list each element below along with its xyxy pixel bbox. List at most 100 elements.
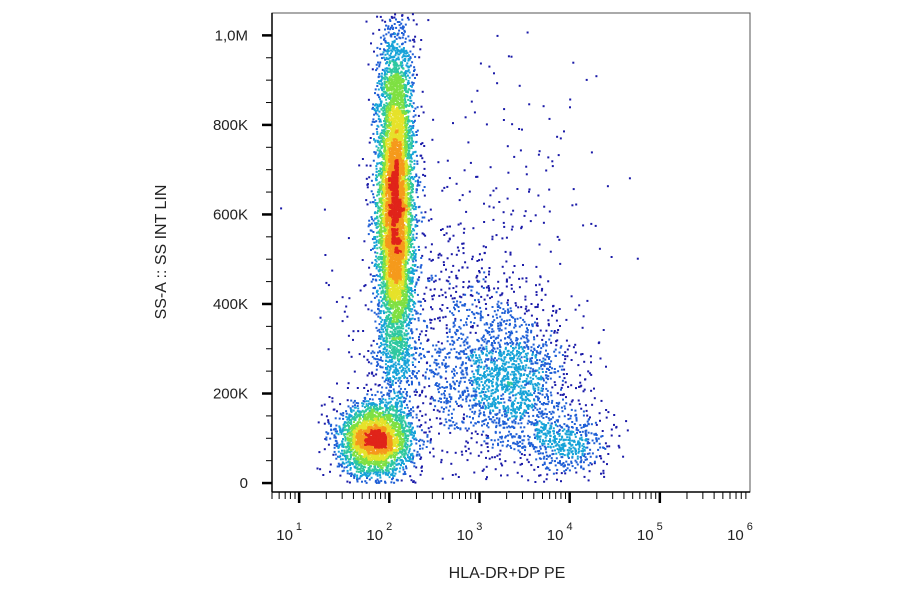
event-dot xyxy=(446,335,449,338)
event-dot xyxy=(538,371,541,374)
event-dot xyxy=(567,433,570,436)
event-dot xyxy=(433,361,436,364)
event-dot xyxy=(448,419,451,422)
event-dot xyxy=(531,362,534,365)
event-dot xyxy=(602,472,605,475)
event-dot xyxy=(567,463,569,466)
event-dot xyxy=(552,305,554,308)
event-dot xyxy=(410,380,413,383)
event-dot xyxy=(512,363,515,366)
event-dot xyxy=(406,406,409,409)
event-dot xyxy=(537,392,540,394)
event-dot xyxy=(477,366,480,369)
event-dot xyxy=(598,247,601,250)
event-dot xyxy=(379,476,382,479)
event-dot xyxy=(547,432,550,435)
event-dot xyxy=(496,367,499,370)
event-dot xyxy=(413,438,416,441)
event-dot xyxy=(580,466,583,469)
event-dot xyxy=(372,374,375,377)
event-dot xyxy=(526,329,529,331)
event-dot xyxy=(377,182,380,185)
event-dot xyxy=(492,335,495,338)
event-dot xyxy=(438,386,441,389)
event-dot xyxy=(498,351,500,354)
event-dot xyxy=(382,76,385,79)
event-dot xyxy=(384,20,387,23)
event-dot xyxy=(604,447,607,450)
event-dot xyxy=(385,332,388,335)
event-dot xyxy=(481,469,484,472)
event-dot xyxy=(388,350,391,353)
event-dot xyxy=(351,463,354,466)
event-dot xyxy=(319,468,322,471)
event-dot xyxy=(443,264,445,266)
event-dot xyxy=(518,372,521,375)
event-dot xyxy=(535,403,538,406)
event-dot xyxy=(409,125,411,128)
event-dot xyxy=(345,305,348,308)
event-dot xyxy=(404,423,407,426)
event-dot xyxy=(511,415,514,418)
event-dot xyxy=(574,343,577,346)
event-dot xyxy=(391,398,394,401)
event-dot xyxy=(464,362,467,365)
event-dot xyxy=(415,312,418,315)
event-dot xyxy=(325,431,328,434)
event-dot xyxy=(492,358,495,361)
event-dot xyxy=(370,42,372,45)
event-dot xyxy=(488,287,490,290)
event-dot xyxy=(505,278,508,281)
event-dot xyxy=(375,205,377,208)
event-dot xyxy=(559,449,562,452)
event-dot xyxy=(409,423,412,426)
event-dot xyxy=(372,106,374,109)
event-dot xyxy=(429,441,432,444)
event-dot xyxy=(589,355,592,358)
event-dot xyxy=(551,314,553,317)
event-dot xyxy=(430,274,433,277)
event-dot xyxy=(399,396,402,399)
event-dot xyxy=(374,177,377,180)
event-dot xyxy=(466,459,469,462)
event-dot xyxy=(469,321,472,324)
event-dot xyxy=(451,376,454,379)
event-dot xyxy=(409,395,411,398)
event-dot xyxy=(397,372,400,375)
event-dot xyxy=(524,307,527,310)
event-dot xyxy=(500,380,502,383)
event-dot xyxy=(325,438,328,441)
event-dot xyxy=(523,409,526,412)
event-dot xyxy=(525,280,528,283)
event-dot xyxy=(380,356,382,359)
event-dot xyxy=(333,446,336,449)
event-dot xyxy=(564,472,567,475)
event-dot xyxy=(464,303,467,306)
event-dot xyxy=(600,457,603,460)
event-dot xyxy=(374,358,377,361)
event-dot xyxy=(506,308,509,311)
event-dot xyxy=(471,356,474,359)
event-dot xyxy=(536,421,539,424)
event-dot xyxy=(457,249,460,252)
event-dot xyxy=(513,377,515,380)
event-dot xyxy=(438,252,441,255)
event-dot xyxy=(474,397,477,400)
event-dot xyxy=(525,382,528,385)
event-dot xyxy=(374,104,376,107)
event-dot xyxy=(571,204,574,207)
event-dot xyxy=(491,306,494,308)
event-dot xyxy=(455,333,458,336)
event-dot xyxy=(603,475,606,478)
event-dot xyxy=(400,48,403,51)
event-dot xyxy=(500,302,503,305)
event-dot xyxy=(346,464,349,467)
event-dot xyxy=(366,393,369,396)
event-dot xyxy=(379,170,381,173)
event-dot xyxy=(485,322,488,324)
event-dot xyxy=(405,352,408,355)
event-dot xyxy=(396,402,399,405)
event-dot xyxy=(465,440,468,443)
event-dot xyxy=(488,418,491,421)
event-dot xyxy=(583,475,586,478)
